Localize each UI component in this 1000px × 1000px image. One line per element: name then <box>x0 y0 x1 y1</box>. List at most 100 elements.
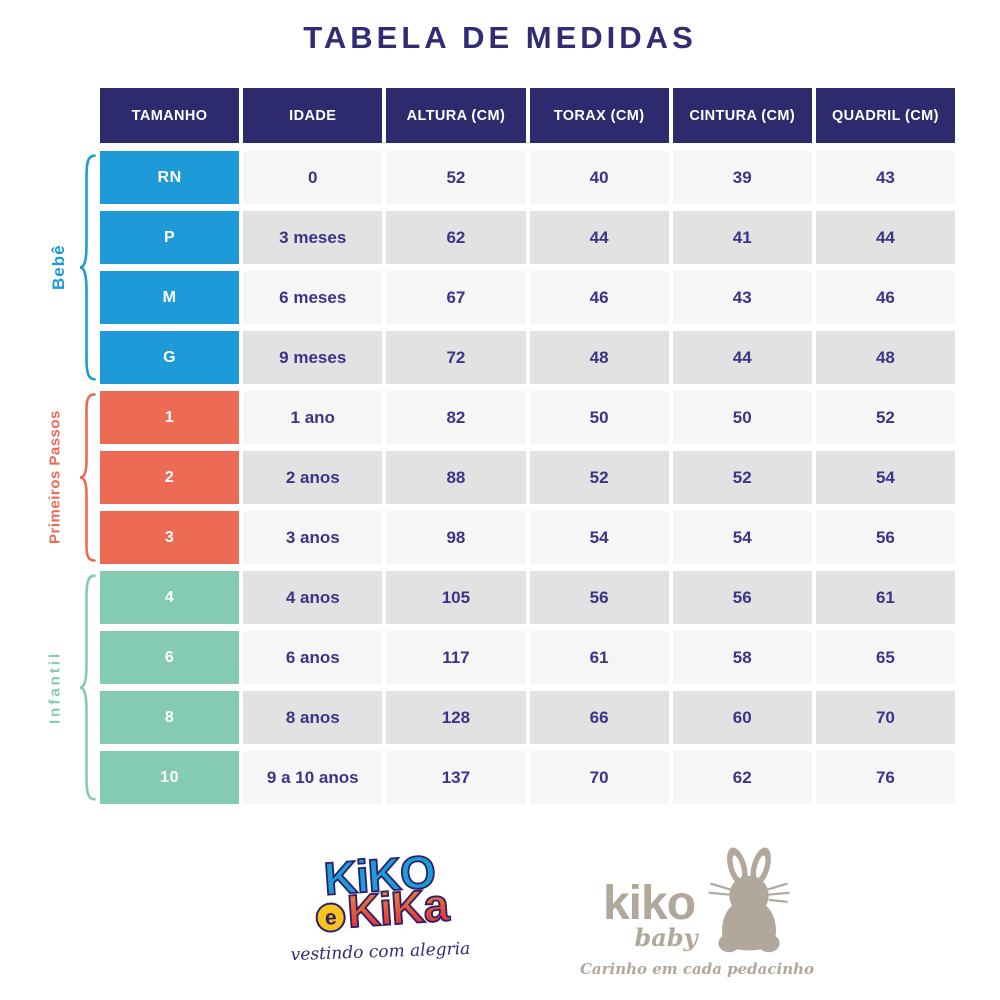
value-cell: 137 <box>386 751 526 804</box>
size-cell: 2 <box>100 451 240 504</box>
value-cell: 82 <box>386 391 526 444</box>
size-cell: P <box>100 211 240 264</box>
value-cell: 44 <box>529 211 669 264</box>
value-cell: 3 anos <box>243 511 383 564</box>
value-cell: 48 <box>815 331 955 384</box>
kiko-e-kika-wordmark: KiKO e KiKa <box>275 844 485 939</box>
kiko-e-kika-logo: KiKO e KiKa vestindo com alegria <box>278 844 483 966</box>
value-cell: 46 <box>529 271 669 324</box>
size-cell: 8 <box>100 691 240 744</box>
page-title: TABELA DE MEDIDAS <box>303 20 697 55</box>
value-cell: 46 <box>815 271 955 324</box>
value-cell: 54 <box>672 511 812 564</box>
table-row: RN 0 52 40 39 43 <box>100 151 955 204</box>
value-cell: 67 <box>386 271 526 324</box>
header-idade: IDADE <box>243 88 383 143</box>
value-cell: 2 anos <box>243 451 383 504</box>
header-cintura: CINTURA (CM) <box>672 88 812 143</box>
value-cell: 98 <box>386 511 526 564</box>
value-cell: 56 <box>672 571 812 624</box>
value-cell: 70 <box>529 751 669 804</box>
value-cell: 41 <box>672 211 812 264</box>
value-cell: 56 <box>815 511 955 564</box>
value-cell: 50 <box>672 391 812 444</box>
size-cell: 10 <box>100 751 240 804</box>
value-cell: 40 <box>529 151 669 204</box>
value-cell: 43 <box>672 271 812 324</box>
header-tamanho: TAMANHO <box>100 88 240 143</box>
size-cell: RN <box>100 151 240 204</box>
table-row: 10 9 a 10 anos 137 70 62 76 <box>100 751 955 804</box>
kiko-baby-tagline: Carinho em cada pedacinho <box>579 960 815 978</box>
table-header-row: TAMANHO IDADE ALTURA (CM) TORAX (CM) CIN… <box>100 88 955 143</box>
value-cell: 52 <box>672 451 812 504</box>
value-cell: 52 <box>529 451 669 504</box>
value-cell: 52 <box>815 391 955 444</box>
value-cell: 117 <box>386 631 526 684</box>
size-cell: 4 <box>100 571 240 624</box>
value-cell: 72 <box>386 331 526 384</box>
value-cell: 6 meses <box>243 271 383 324</box>
value-cell: 62 <box>672 751 812 804</box>
value-cell: 50 <box>529 391 669 444</box>
value-cell: 48 <box>529 331 669 384</box>
value-cell: 6 anos <box>243 631 383 684</box>
group-label-primeiros-passos: Primeiros Passos <box>46 410 64 545</box>
kiko-baby-sub: baby <box>634 923 698 952</box>
size-cell: G <box>100 331 240 384</box>
value-cell: 58 <box>672 631 812 684</box>
value-cell: 61 <box>815 571 955 624</box>
size-cell: 3 <box>100 511 240 564</box>
table-body: RN 0 52 40 39 43 P 3 meses 62 44 41 44 M 6 meses 67 46 4… <box>100 151 955 804</box>
kiko-e-kika-tagline: vestindo com alegria <box>290 938 471 966</box>
value-cell: 128 <box>386 691 526 744</box>
size-table: TAMANHO IDADE ALTURA (CM) TORAX (CM) CIN… <box>100 88 955 804</box>
value-cell: 8 anos <box>243 691 383 744</box>
value-cell: 4 anos <box>243 571 383 624</box>
value-cell: 88 <box>386 451 526 504</box>
value-cell: 44 <box>672 331 812 384</box>
value-cell: 43 <box>815 151 955 204</box>
header-altura: ALTURA (CM) <box>386 88 526 143</box>
brace-infantil-icon <box>78 571 98 804</box>
header-quadril: QUADRIL (CM) <box>815 88 955 143</box>
value-cell: 9 a 10 anos <box>243 751 383 804</box>
size-cell: 1 <box>100 391 240 444</box>
value-cell: 39 <box>672 151 812 204</box>
value-cell: 62 <box>386 211 526 264</box>
value-cell: 60 <box>672 691 812 744</box>
value-cell: 1 ano <box>243 391 383 444</box>
value-cell: 56 <box>529 571 669 624</box>
e-badge: e <box>314 901 347 934</box>
value-cell: 66 <box>529 691 669 744</box>
bunny-icon <box>704 846 794 958</box>
group-label-bebe: Bebê <box>49 244 68 291</box>
kiko-baby-name: kiko <box>602 876 696 930</box>
value-cell: 76 <box>815 751 955 804</box>
brace-primeiros-passos-icon <box>78 391 98 564</box>
kiko-baby-wordmark: kiko baby <box>600 846 698 958</box>
value-cell: 0 <box>243 151 383 204</box>
value-cell: 105 <box>386 571 526 624</box>
value-cell: 65 <box>815 631 955 684</box>
value-cell: 3 meses <box>243 211 383 264</box>
value-cell: 44 <box>815 211 955 264</box>
value-cell: 61 <box>529 631 669 684</box>
value-cell: 54 <box>815 451 955 504</box>
size-cell: 6 <box>100 631 240 684</box>
value-cell: 70 <box>815 691 955 744</box>
value-cell: 9 meses <box>243 331 383 384</box>
value-cell: 54 <box>529 511 669 564</box>
kika-word: KiKa <box>345 877 451 938</box>
group-label-infantil: Infantil <box>46 650 64 725</box>
value-cell: 52 <box>386 151 526 204</box>
